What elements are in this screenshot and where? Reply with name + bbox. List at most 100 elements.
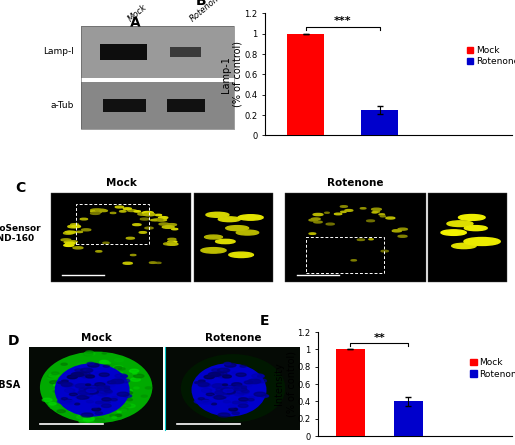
Circle shape <box>84 417 94 421</box>
Circle shape <box>91 366 96 368</box>
Legend: Mock, Rotenone: Mock, Rotenone <box>469 357 515 380</box>
Circle shape <box>341 211 346 212</box>
Circle shape <box>373 211 380 212</box>
Circle shape <box>115 372 123 375</box>
Circle shape <box>102 406 108 408</box>
Circle shape <box>119 389 124 391</box>
Circle shape <box>81 413 93 417</box>
Circle shape <box>360 208 366 209</box>
Circle shape <box>96 209 106 211</box>
Bar <box>336 349 365 436</box>
Circle shape <box>90 384 99 388</box>
Circle shape <box>100 372 110 375</box>
Circle shape <box>238 214 263 220</box>
Circle shape <box>89 364 93 365</box>
Circle shape <box>81 375 90 378</box>
Circle shape <box>231 387 241 390</box>
Circle shape <box>112 400 120 403</box>
Circle shape <box>96 368 105 371</box>
Circle shape <box>92 385 100 388</box>
Circle shape <box>168 239 176 240</box>
Circle shape <box>92 386 100 389</box>
Circle shape <box>372 212 377 213</box>
Circle shape <box>87 383 95 386</box>
Circle shape <box>195 382 200 384</box>
Circle shape <box>88 367 95 370</box>
Circle shape <box>441 230 466 235</box>
Circle shape <box>235 385 244 388</box>
Circle shape <box>50 390 60 393</box>
Circle shape <box>232 412 239 414</box>
Circle shape <box>104 409 114 413</box>
Circle shape <box>67 400 76 403</box>
Circle shape <box>232 372 237 374</box>
Circle shape <box>201 247 226 253</box>
Circle shape <box>326 223 334 225</box>
Circle shape <box>77 396 88 399</box>
Circle shape <box>65 389 75 392</box>
Circle shape <box>116 392 126 396</box>
Circle shape <box>96 386 108 390</box>
Circle shape <box>159 223 169 225</box>
Circle shape <box>79 389 89 393</box>
Text: a-Tub: a-Tub <box>50 101 74 110</box>
Circle shape <box>216 239 235 243</box>
Circle shape <box>313 214 323 215</box>
Circle shape <box>121 409 127 411</box>
Circle shape <box>236 230 259 235</box>
Circle shape <box>71 401 79 404</box>
Circle shape <box>49 374 59 377</box>
Bar <box>81 25 234 78</box>
Circle shape <box>99 402 109 406</box>
Circle shape <box>447 221 473 227</box>
Circle shape <box>94 386 99 387</box>
Circle shape <box>75 403 80 405</box>
Circle shape <box>386 217 395 219</box>
Circle shape <box>82 229 91 231</box>
Circle shape <box>49 381 59 384</box>
Circle shape <box>96 383 104 386</box>
Circle shape <box>167 224 177 226</box>
Circle shape <box>114 359 124 362</box>
Circle shape <box>104 386 110 388</box>
Bar <box>81 81 234 129</box>
Circle shape <box>334 213 342 215</box>
Circle shape <box>381 216 385 217</box>
Circle shape <box>133 224 141 226</box>
Circle shape <box>168 242 174 243</box>
Ellipse shape <box>192 363 266 417</box>
Circle shape <box>57 410 65 413</box>
Circle shape <box>62 383 74 387</box>
Circle shape <box>209 372 220 376</box>
Circle shape <box>94 387 104 390</box>
Text: A: A <box>130 16 140 30</box>
Circle shape <box>123 208 131 210</box>
Circle shape <box>92 394 101 397</box>
Circle shape <box>42 398 52 402</box>
Circle shape <box>112 372 116 374</box>
Circle shape <box>226 388 233 391</box>
Circle shape <box>93 398 101 401</box>
Circle shape <box>92 385 99 388</box>
Circle shape <box>86 375 94 378</box>
Circle shape <box>64 241 73 243</box>
Circle shape <box>105 390 112 392</box>
Circle shape <box>225 388 233 390</box>
Circle shape <box>201 400 212 404</box>
Circle shape <box>80 394 85 396</box>
Circle shape <box>212 369 220 372</box>
Circle shape <box>212 396 219 398</box>
Circle shape <box>374 210 380 211</box>
Circle shape <box>143 213 155 216</box>
Text: C: C <box>15 182 26 195</box>
Circle shape <box>91 386 98 388</box>
Circle shape <box>114 367 122 369</box>
Circle shape <box>98 385 107 388</box>
Text: Mock: Mock <box>127 2 149 23</box>
Circle shape <box>229 386 237 389</box>
Circle shape <box>68 408 74 409</box>
Circle shape <box>121 375 127 377</box>
Circle shape <box>77 388 81 390</box>
Circle shape <box>224 362 231 365</box>
Circle shape <box>99 360 109 364</box>
